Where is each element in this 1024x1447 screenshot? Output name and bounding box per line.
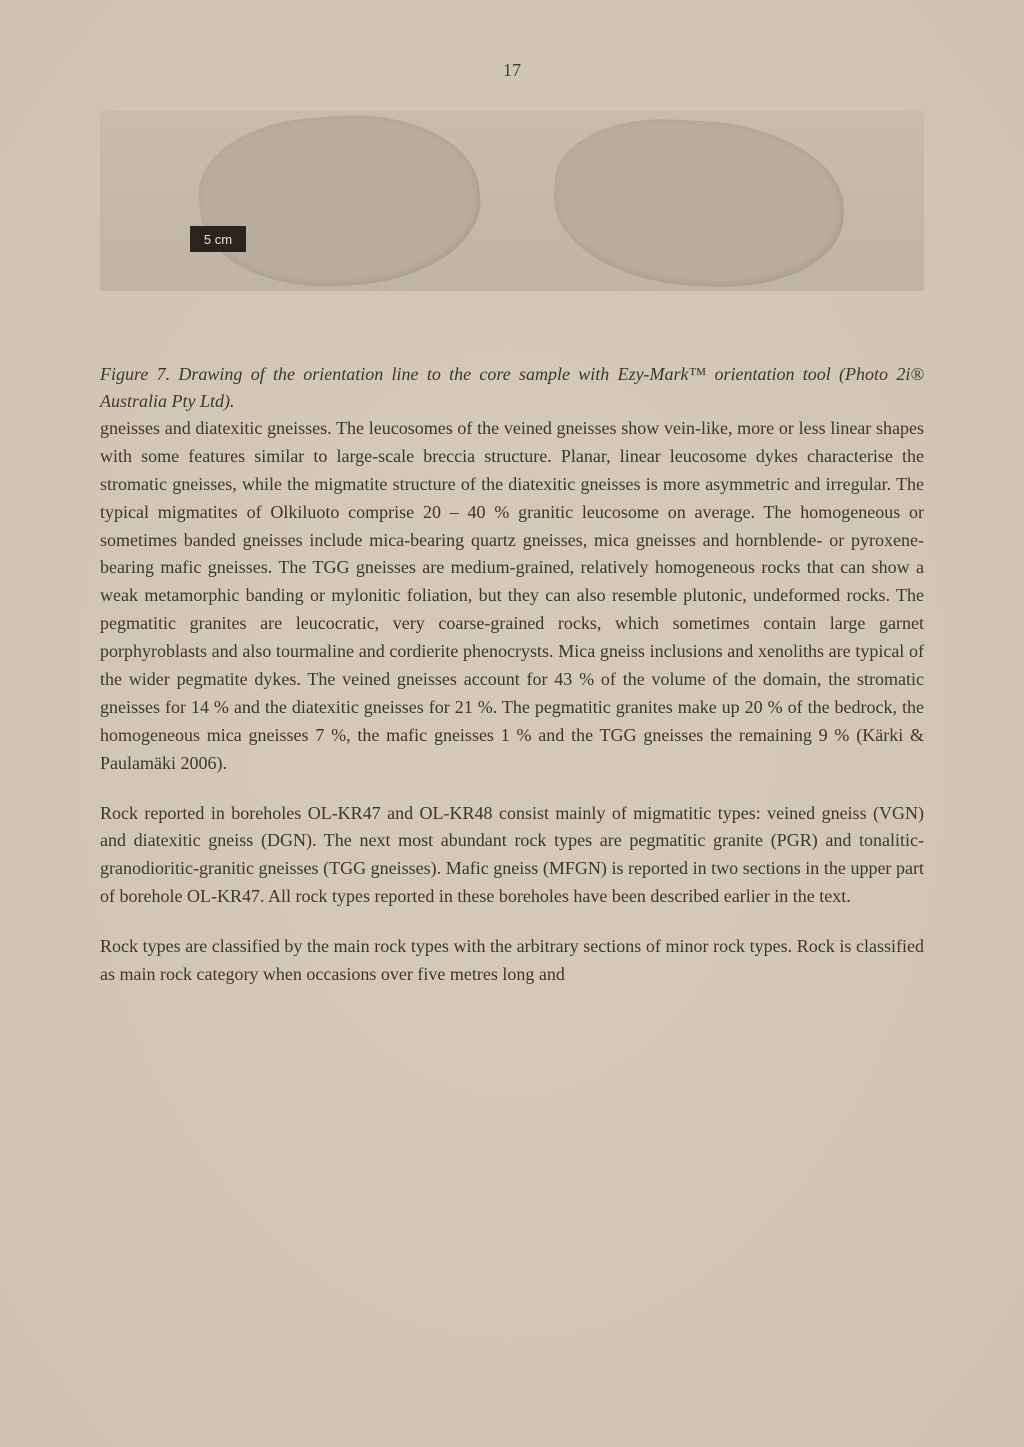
page-number: 17 [100, 60, 924, 81]
rock-sample-left [193, 104, 487, 298]
rock-sample-right [550, 114, 848, 294]
figure-image: 5 cm [100, 111, 924, 291]
paragraph-1: gneisses and diatexitic gneisses. The le… [100, 415, 924, 778]
figure-caption: Figure 7. Drawing of the orientation lin… [100, 361, 924, 415]
figure-container: 5 cm [100, 111, 924, 331]
paragraph-2: Rock reported in boreholes OL-KR47 and O… [100, 800, 924, 912]
paragraph-3: Rock types are classified by the main ro… [100, 933, 924, 989]
scale-bar: 5 cm [190, 226, 246, 252]
